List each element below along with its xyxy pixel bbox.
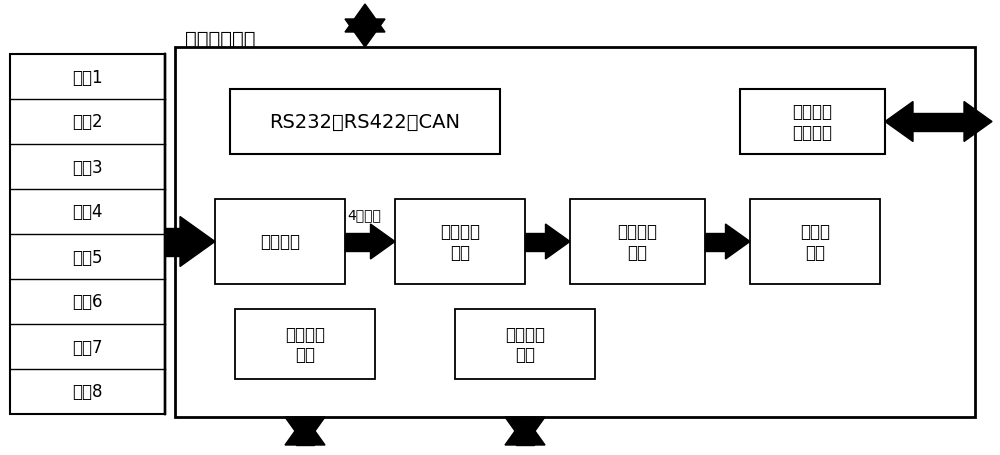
Polygon shape <box>505 417 545 445</box>
Bar <box>705 233 726 251</box>
Polygon shape <box>505 417 545 445</box>
Text: 波束8: 波束8 <box>72 383 103 400</box>
Text: 从处理器
交互命令: 从处理器 交互命令 <box>792 103 832 142</box>
Bar <box>165 228 180 256</box>
Polygon shape <box>726 224 750 259</box>
Text: 数据存储
命令: 数据存储 命令 <box>505 325 545 364</box>
Text: 主处理器模块: 主处理器模块 <box>185 30 256 49</box>
Text: 波束2: 波束2 <box>72 113 103 131</box>
Text: 波束4: 波束4 <box>72 203 103 221</box>
Bar <box>345 233 371 251</box>
Bar <box>516 417 534 445</box>
Bar <box>230 90 500 155</box>
Polygon shape <box>180 217 215 267</box>
Bar <box>235 309 375 379</box>
Text: 复相关
运算: 复相关 运算 <box>800 222 830 261</box>
Text: 控制信号
发送: 控制信号 发送 <box>285 325 325 364</box>
Bar <box>10 55 165 414</box>
Text: 波束6: 波束6 <box>72 293 103 311</box>
Text: 波束1: 波束1 <box>72 68 103 86</box>
Polygon shape <box>964 102 992 142</box>
Bar <box>740 90 885 155</box>
Bar <box>356 20 374 33</box>
Polygon shape <box>546 224 570 259</box>
Text: 复降采样
滤波: 复降采样 滤波 <box>618 222 658 261</box>
Text: 4路波束: 4路波束 <box>347 207 381 222</box>
Polygon shape <box>345 20 385 48</box>
Polygon shape <box>285 417 325 445</box>
Bar <box>296 417 314 445</box>
Bar <box>455 309 595 379</box>
Bar <box>913 113 964 131</box>
Bar <box>570 200 705 284</box>
Text: 正交基带
解调: 正交基带 解调 <box>440 222 480 261</box>
Text: 波束7: 波束7 <box>72 338 103 356</box>
Bar <box>395 200 525 284</box>
Polygon shape <box>345 5 385 33</box>
Bar <box>750 200 880 284</box>
Text: 波束形成: 波束形成 <box>260 233 300 251</box>
Text: RS232、RS422、CAN: RS232、RS422、CAN <box>270 113 461 131</box>
Bar <box>525 233 546 251</box>
Polygon shape <box>285 417 325 445</box>
Text: 波束3: 波束3 <box>72 158 103 176</box>
Text: 波束5: 波束5 <box>72 248 103 266</box>
Polygon shape <box>885 102 913 142</box>
Bar <box>175 48 975 417</box>
Polygon shape <box>371 224 395 259</box>
Bar <box>215 200 345 284</box>
